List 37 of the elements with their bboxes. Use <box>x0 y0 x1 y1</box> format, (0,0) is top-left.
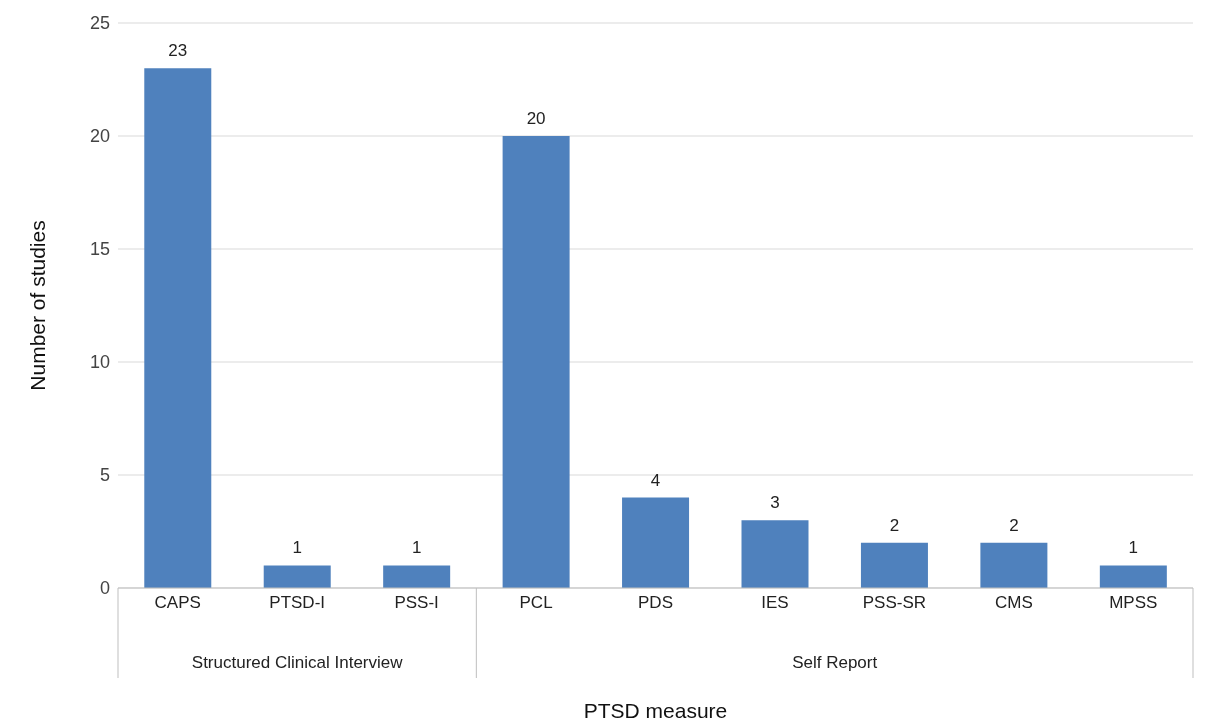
bar <box>741 520 809 588</box>
x-tick-label: CAPS <box>154 593 201 613</box>
x-tick-label: PDS <box>638 593 673 613</box>
x-tick-label: CMS <box>994 593 1033 613</box>
y-tick-label: 15 <box>89 239 110 260</box>
bar <box>1099 565 1167 588</box>
text: Structured Clinical Interview <box>191 653 404 672</box>
bar <box>980 542 1048 588</box>
data-label: 1 <box>411 538 422 558</box>
data-label: 23 <box>168 41 188 61</box>
bar <box>383 565 451 588</box>
x-tick-label: MPSS <box>1109 593 1158 613</box>
y-tick-label: 0 <box>99 578 110 599</box>
x-tick-label: PTSD-I <box>269 593 326 613</box>
bar <box>622 497 690 588</box>
y-tick-label: 25 <box>89 13 110 34</box>
data-label: 2 <box>889 515 900 535</box>
data-label: 4 <box>650 470 661 490</box>
bar <box>263 565 331 588</box>
x-axis-title: PTSD measure <box>583 699 728 722</box>
y-tick-label: 20 <box>89 126 110 147</box>
y-axis-title: Number of studies <box>26 220 50 391</box>
x-tick-label: PSS-I <box>394 593 439 613</box>
x-tick-label: PSS-SR <box>862 593 927 613</box>
data-label: 2 <box>1009 515 1019 535</box>
y-tick-label: 10 <box>89 352 110 373</box>
bar <box>860 542 928 588</box>
data-label: 3 <box>770 493 780 513</box>
data-label: 20 <box>526 109 546 128</box>
data-label: 1 <box>292 538 302 558</box>
bar <box>144 68 212 588</box>
text: Self Report <box>792 653 878 672</box>
x-tick-label: PCL <box>519 593 553 613</box>
bar <box>502 136 570 588</box>
x-tick-label: IES <box>761 593 789 613</box>
y-tick-label: 5 <box>99 465 110 486</box>
data-label: 1 <box>1128 538 1139 558</box>
